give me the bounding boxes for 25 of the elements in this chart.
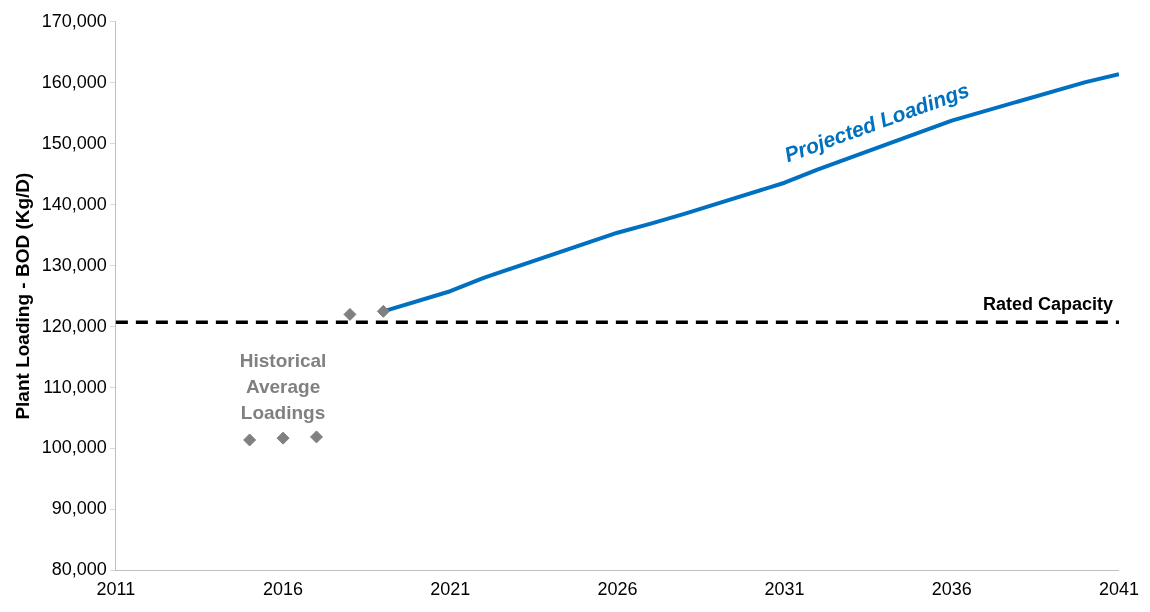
y-tick-label: 140,000 (41, 193, 107, 214)
y-tick-label: 150,000 (41, 132, 107, 153)
point (276, 431, 290, 445)
x-tick-label: 2036 (931, 579, 972, 600)
x-tick-label: 2026 (597, 579, 638, 600)
x-tick-label: 2016 (263, 579, 304, 600)
y-tick-label: 160,000 (41, 71, 107, 92)
y-tick-label: 100,000 (41, 437, 107, 458)
point (343, 307, 357, 321)
y-tick-label: 80,000 (51, 559, 107, 580)
y-tick-label: 90,000 (51, 498, 107, 519)
y-tick-label: 130,000 (41, 254, 107, 275)
x-tick-label: 2041 (1098, 579, 1139, 600)
y-tick-label: 110,000 (43, 376, 107, 397)
y-axis-title: Plant Loading - BOD (Kg/D) (11, 172, 33, 420)
x-tick-label: 2011 (96, 579, 136, 600)
series-label: Historical Average Loadings (239, 349, 327, 423)
y-tick-label: 170,000 (41, 10, 107, 31)
x-tick-label: 2031 (764, 579, 805, 600)
x-tick-label: 2021 (430, 579, 471, 600)
point (376, 304, 390, 318)
y-tick-label: 120,000 (41, 315, 107, 336)
ref-line-label: Rated Capacity (982, 294, 1113, 315)
point (309, 430, 323, 444)
point (243, 433, 257, 447)
